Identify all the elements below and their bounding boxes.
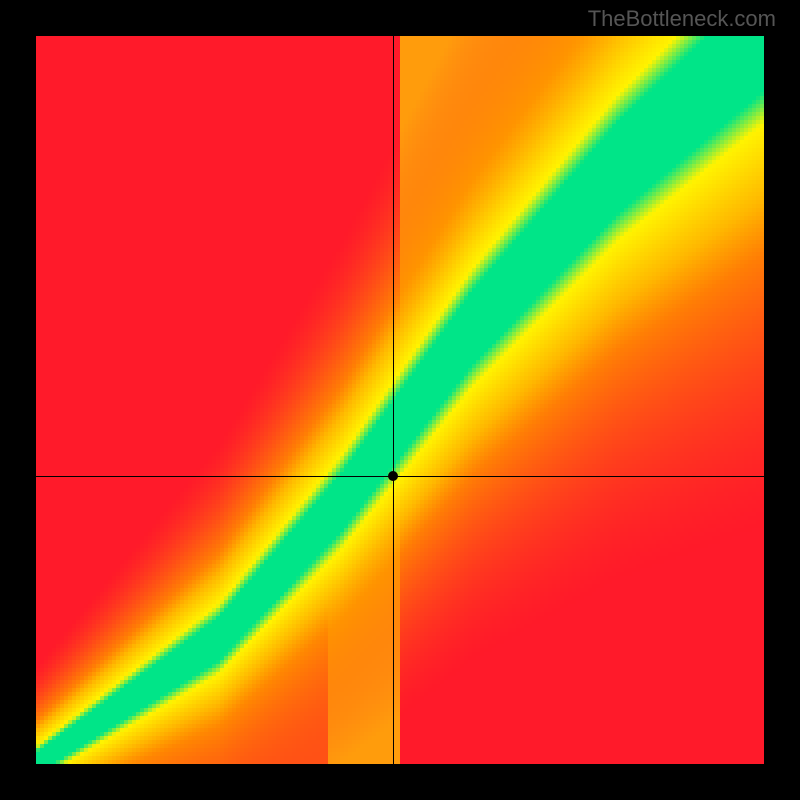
- watermark-text: TheBottleneck.com: [588, 6, 776, 32]
- marker-dot: [388, 471, 398, 481]
- chart-container: TheBottleneck.com: [0, 0, 800, 800]
- plot-area: [36, 36, 764, 764]
- crosshair-vertical: [393, 36, 394, 764]
- heatmap-canvas: [36, 36, 764, 764]
- crosshair-horizontal: [36, 476, 764, 477]
